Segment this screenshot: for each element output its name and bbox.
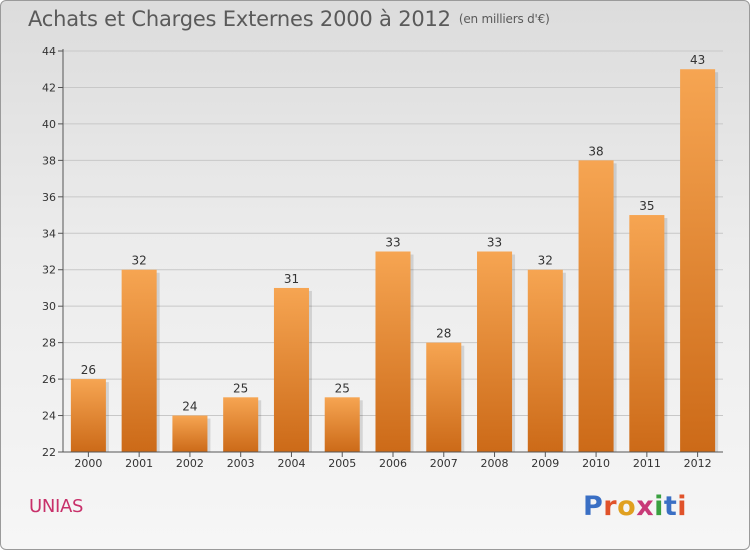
- bar-2012: [680, 69, 716, 453]
- y-tick-label: 30: [42, 300, 56, 313]
- y-tick-label: 44: [42, 45, 56, 58]
- chart-subtitle: (en milliers d'€): [458, 12, 550, 26]
- x-tick-label: 2004: [277, 457, 305, 470]
- value-label: 35: [639, 199, 654, 213]
- x-tick-label: 2007: [430, 457, 458, 470]
- x-tick-label: 2008: [481, 457, 509, 470]
- bar-2005: [324, 397, 360, 452]
- bar-2008: [477, 251, 513, 452]
- value-label: 24: [182, 400, 197, 414]
- logo-letter: x: [636, 491, 655, 522]
- bar-2002: [172, 415, 208, 452]
- y-tick-label: 32: [42, 264, 56, 277]
- value-label: 38: [588, 144, 603, 158]
- y-tick-label: 40: [42, 118, 56, 131]
- y-tick-label: 26: [42, 373, 56, 386]
- bar-2004: [273, 287, 309, 452]
- chart-title: Achats et Charges Externes 2000 à 2012 (e…: [28, 7, 550, 31]
- logo-letter: i: [654, 491, 664, 522]
- x-tick-label: 2006: [379, 457, 407, 470]
- title-text: Achats et Charges Externes 2000 à 2012: [28, 7, 451, 31]
- value-label: 33: [385, 236, 400, 250]
- logo-letter: i: [677, 491, 688, 522]
- logo-letter: t: [663, 491, 678, 522]
- logo-letter: r: [603, 491, 618, 522]
- value-label: 32: [132, 254, 147, 268]
- proxiti-logo: Proxiti: [583, 491, 687, 522]
- value-label: 28: [436, 327, 451, 341]
- logo-letter: o: [617, 491, 637, 522]
- bar-2003: [223, 397, 259, 452]
- y-tick-label: 24: [42, 410, 56, 423]
- value-label: 31: [284, 272, 299, 286]
- bar-2007: [426, 342, 462, 452]
- bar-2011: [629, 215, 665, 452]
- commune-name: UNIAS: [29, 496, 84, 517]
- y-tick-label: 28: [42, 337, 56, 350]
- y-tick-label: 38: [42, 154, 56, 167]
- bar-2001: [121, 269, 157, 452]
- value-label: 43: [690, 53, 705, 67]
- x-tick-label: 2003: [227, 457, 255, 470]
- logo-letter: P: [583, 491, 604, 522]
- bar-2010: [578, 160, 614, 452]
- bar-2000: [70, 379, 106, 452]
- x-tick-label: 2010: [582, 457, 610, 470]
- x-tick-label: 2000: [74, 457, 102, 470]
- x-tick-label: 2005: [328, 457, 356, 470]
- x-tick-label: 2011: [633, 457, 661, 470]
- y-tick-label: 36: [42, 191, 56, 204]
- value-label: 25: [335, 381, 350, 395]
- x-tick-label: 2009: [531, 457, 559, 470]
- value-label: 32: [538, 254, 553, 268]
- value-label: 26: [81, 363, 96, 377]
- y-tick-label: 34: [42, 227, 56, 240]
- x-tick-label: 2001: [125, 457, 153, 470]
- x-tick-label: 2002: [176, 457, 204, 470]
- bar-2009: [527, 269, 563, 452]
- y-tick-label: 22: [42, 446, 56, 459]
- y-tick-label: 42: [42, 81, 56, 94]
- x-tick-label: 2012: [684, 457, 712, 470]
- value-label: 33: [487, 236, 502, 250]
- value-label: 25: [233, 381, 248, 395]
- bar-2006: [375, 251, 411, 452]
